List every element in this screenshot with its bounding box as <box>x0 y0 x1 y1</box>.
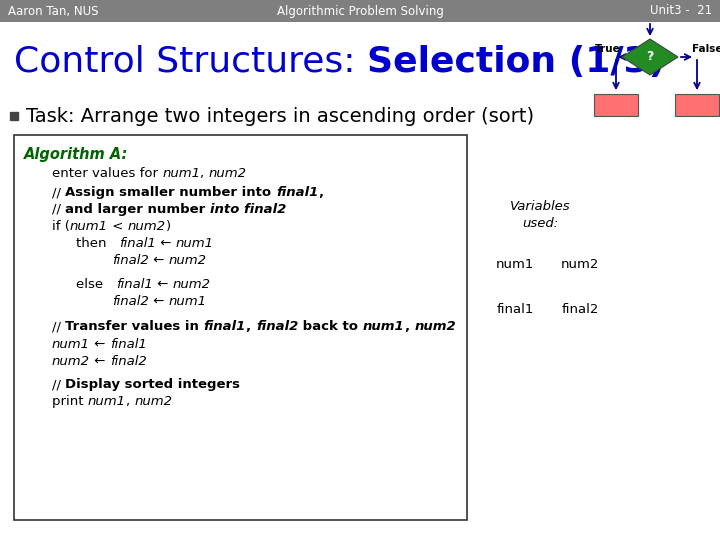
Bar <box>594 94 638 116</box>
Text: ←: ← <box>149 254 168 267</box>
Text: ,: , <box>246 320 256 333</box>
Text: Unit3 -  21: Unit3 - 21 <box>650 4 712 17</box>
Text: <: < <box>108 220 127 233</box>
Text: num2: num2 <box>134 395 172 408</box>
Text: ←: ← <box>153 278 172 291</box>
Text: num2: num2 <box>172 278 210 291</box>
Text: Display sorted integers: Display sorted integers <box>66 378 240 391</box>
Bar <box>14 135 467 520</box>
Text: num1: num1 <box>70 220 108 233</box>
Text: //: // <box>52 203 66 216</box>
Text: enter values for: enter values for <box>52 167 162 180</box>
Text: ,: , <box>126 395 134 408</box>
Text: True: True <box>595 44 621 54</box>
Text: final1: final1 <box>120 237 156 250</box>
Text: then: then <box>76 237 120 250</box>
Text: num2: num2 <box>127 220 166 233</box>
Text: Aaron Tan, NUS: Aaron Tan, NUS <box>8 4 99 17</box>
Text: ,: , <box>405 320 415 333</box>
Text: final2: final2 <box>109 355 146 368</box>
Text: num2: num2 <box>168 254 207 267</box>
Text: num2: num2 <box>209 167 247 180</box>
Text: print: print <box>52 395 88 408</box>
Text: ?: ? <box>647 51 654 64</box>
Text: num1: num1 <box>88 395 126 408</box>
Text: ,: , <box>318 186 323 199</box>
Text: else: else <box>76 278 116 291</box>
Text: final2: final2 <box>112 295 149 308</box>
Text: num1: num1 <box>176 237 214 250</box>
Text: Transfer values in: Transfer values in <box>66 320 204 333</box>
Bar <box>0 0 720 22</box>
Text: num1: num1 <box>52 338 90 351</box>
Text: ←: ← <box>90 355 109 368</box>
Text: num1: num1 <box>168 295 207 308</box>
Text: final1: final1 <box>109 338 146 351</box>
Text: num1: num1 <box>363 320 405 333</box>
Text: ,: , <box>200 167 209 180</box>
Text: ): ) <box>166 220 171 233</box>
Text: //: // <box>52 378 66 391</box>
Text: final1: final1 <box>116 278 153 291</box>
Text: final2: final2 <box>562 303 599 316</box>
Text: num2: num2 <box>52 355 90 368</box>
Text: final1: final1 <box>204 320 246 333</box>
Text: if (: if ( <box>52 220 70 233</box>
Text: num2: num2 <box>561 258 599 271</box>
Text: final2: final2 <box>256 320 298 333</box>
Polygon shape <box>622 39 678 75</box>
Text: Variables
used:: Variables used: <box>510 200 570 230</box>
Text: Control Structures:: Control Structures: <box>14 45 367 79</box>
Text: num1: num1 <box>496 258 534 271</box>
Text: Algorithmic Problem Solving: Algorithmic Problem Solving <box>276 4 444 17</box>
Text: ←: ← <box>90 338 109 351</box>
Text: final1: final1 <box>276 186 318 199</box>
Text: //: // <box>52 186 66 199</box>
Text: num2: num2 <box>415 320 456 333</box>
Text: Assign smaller number into: Assign smaller number into <box>66 186 276 199</box>
Text: ←: ← <box>156 237 176 250</box>
Text: back to: back to <box>298 320 363 333</box>
Text: False: False <box>692 44 720 54</box>
Text: ←: ← <box>149 295 168 308</box>
Text: and larger number: and larger number <box>66 203 210 216</box>
Text: Task: Arrange two integers in ascending order (sort): Task: Arrange two integers in ascending … <box>26 106 534 125</box>
Text: //: // <box>52 320 66 333</box>
Text: Selection (1/3): Selection (1/3) <box>367 45 665 79</box>
Text: final1: final1 <box>496 303 534 316</box>
Bar <box>675 94 719 116</box>
Text: num1: num1 <box>162 167 200 180</box>
Text: into final2: into final2 <box>210 203 287 216</box>
Text: Algorithm A:: Algorithm A: <box>24 147 128 162</box>
Text: final2: final2 <box>112 254 149 267</box>
